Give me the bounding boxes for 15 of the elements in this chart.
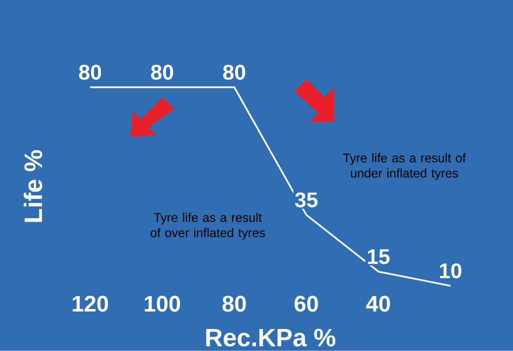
- data-label: 80: [79, 64, 102, 80]
- x-tick-label: 80: [222, 296, 246, 312]
- annotation: Tyre life as a result of over inflated tyres: [150, 212, 265, 240]
- data-label: 80: [151, 64, 174, 80]
- data-label: 35: [295, 192, 318, 208]
- annotation: Tyre life as a result of under inflated tyres: [343, 153, 466, 180]
- data-label: 80: [223, 64, 246, 80]
- x-tick-label: 60: [294, 296, 318, 312]
- data-label: 10: [440, 263, 462, 278]
- x-tick-label: 40: [366, 296, 390, 312]
- x-tick-label: 100: [144, 296, 180, 312]
- y-axis-title: Life %: [24, 150, 42, 222]
- data-label: 15: [368, 249, 390, 264]
- x-axis-title: Rec.KPa %: [206, 328, 336, 347]
- x-tick-label: 120: [72, 296, 108, 312]
